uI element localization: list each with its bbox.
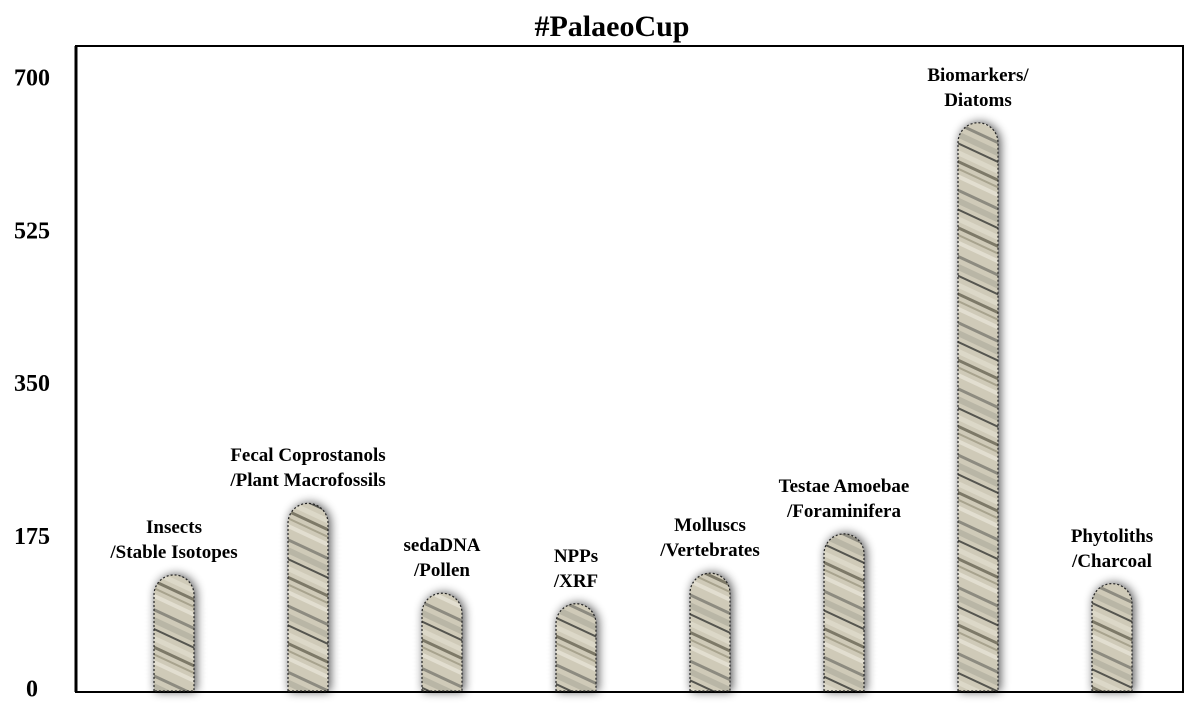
category-label: sedaDNA /Pollen: [403, 535, 481, 582]
chart-title: #PalaeoCup: [534, 10, 689, 43]
plot-frame: [75, 45, 1184, 693]
category-label: Testae Amoebae /Foraminifera: [778, 475, 910, 522]
bar: [153, 574, 195, 692]
category-label: NPPs /XRF: [553, 545, 599, 592]
category-label: Insects /Stable Isotopes: [110, 516, 238, 563]
bar: [957, 122, 999, 692]
category-label: Molluscs /Vertebrates: [660, 515, 760, 562]
category-label: Phytoliths /Charcoal: [1070, 525, 1154, 572]
bar: [1091, 583, 1133, 692]
y-tick-label: 525: [14, 218, 50, 244]
y-tick-label: 700: [14, 66, 50, 92]
category-label: Fecal Coprostanols /Plant Macrofossils: [230, 445, 386, 492]
bar: [287, 502, 329, 692]
y-tick-label: 350: [14, 371, 50, 397]
y-tick-label: 175: [14, 524, 50, 550]
y-tick-label: 0: [26, 677, 38, 703]
category-label: Biomarkers/ Diatoms: [927, 64, 1029, 111]
bar: [555, 603, 597, 692]
bar: [823, 533, 865, 692]
bar: [421, 592, 463, 692]
bar: [689, 572, 731, 692]
